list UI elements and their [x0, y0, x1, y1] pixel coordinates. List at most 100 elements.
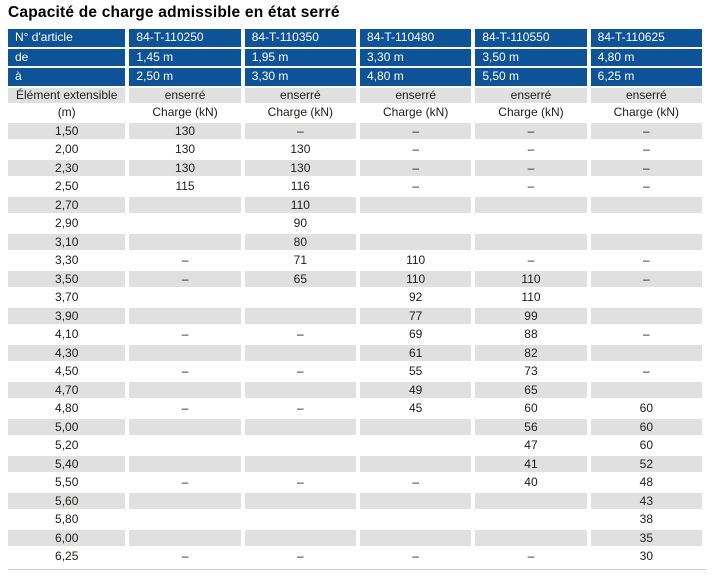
load-value-cell: 60 [639, 401, 653, 415]
load-value-cell: – [527, 142, 535, 156]
table-row: 4,30 61 82 [8, 344, 702, 361]
load-value-cell [475, 215, 586, 232]
table-row: 1,50 130– – – – [8, 122, 702, 139]
table-row: 5,80 38 [8, 511, 702, 528]
load-value-cell [590, 233, 702, 250]
load-value-cell [244, 455, 357, 472]
load-value-cell: – [475, 159, 587, 176]
units-header-row: (m) Charge (kN) Charge (kN) Charge (kN) … [8, 105, 702, 121]
range-to-cell: 5,50 m [475, 68, 587, 86]
load-value-cell [244, 381, 357, 398]
load-value-cell: – [297, 364, 304, 378]
table-row: 5,20 47 60 [8, 437, 702, 454]
load-value-cell [129, 307, 241, 324]
load-value-cell: 130 [129, 159, 241, 176]
load-value-cell: – [181, 549, 189, 563]
table-row: 2,00 130 130 – – – [8, 141, 702, 158]
load-value-cell: – [475, 122, 587, 139]
load-value-cell [129, 511, 240, 528]
element-length-cell: 3,30 [55, 253, 79, 267]
load-value-cell [360, 492, 472, 509]
load-value-cell: – [181, 364, 189, 378]
table-row: 4,50 – – 55 73 – [8, 363, 702, 380]
table-row: 6,25 – – – – 30 [8, 548, 702, 565]
load-value-cell: 130 [244, 159, 357, 176]
load-value-cell: – [412, 549, 420, 563]
element-length-cell: 4,70 [8, 381, 126, 398]
range-to-cell: 4,80 m [360, 68, 472, 86]
load-value-cell: 110 [406, 253, 426, 267]
load-value-cell: 88 [524, 327, 538, 341]
element-length-cell: 2,90 [55, 216, 79, 230]
element-length-cell: 1,50 [8, 122, 126, 139]
load-value-cell: 61 [360, 344, 472, 361]
load-value-cell [590, 344, 702, 361]
load-value-cell: – [590, 270, 702, 287]
load-value-cell: – [412, 475, 420, 489]
article-number-cell: 84-T-110550 [475, 29, 587, 47]
load-value-cell [245, 289, 356, 306]
load-value-cell [360, 196, 472, 213]
element-length-cell: 3,90 [8, 307, 126, 324]
range-from-cell: 1,45 m [129, 48, 241, 66]
load-value-cell [129, 418, 241, 435]
article-number-cell: 84-T-110625 [590, 29, 702, 47]
element-length-cell: 2,70 [8, 196, 126, 213]
range-to-cell: 2,50 m [129, 68, 241, 86]
load-value-cell [590, 196, 702, 213]
charge-header-cell: Charge (kN) [244, 105, 357, 121]
charge-header-cell: Charge (kN) [129, 105, 241, 121]
load-value-cell [475, 511, 586, 528]
load-value-cell: – [527, 253, 535, 267]
load-value-cell: – [181, 327, 189, 341]
load-value-cell [360, 455, 472, 472]
load-value-cell [129, 344, 241, 361]
load-value-cell: 60 [524, 401, 538, 415]
table-row: 4,10 – – 69 88 – [8, 326, 702, 343]
load-value-cell: 60 [590, 418, 702, 435]
load-value-cell: – [412, 142, 420, 156]
element-length-cell: 4,80 [55, 401, 79, 415]
article-number-cell: 84-T-110250 [129, 29, 241, 47]
load-value-cell: 130 [290, 142, 311, 156]
load-value-cell: – [360, 122, 472, 139]
load-value-cell: – [181, 401, 189, 415]
range-to-label: à [8, 68, 126, 86]
load-value-cell: – [297, 327, 304, 341]
load-value-cell [129, 492, 241, 509]
clamped-header-row: Élément extensible enserré enserré enser… [8, 87, 702, 103]
load-value-cell: 73 [524, 364, 538, 378]
element-length-cell: 3,10 [8, 233, 126, 250]
range-to-cell: 6,25 m [590, 68, 702, 86]
load-value-cell: – [412, 179, 420, 193]
table-row: 2,70 110 [8, 196, 702, 213]
load-value-cell: – [642, 179, 650, 193]
load-value-cell [244, 344, 357, 361]
load-value-cell: – [527, 549, 535, 563]
table-row: 2,90 90 [8, 215, 702, 232]
load-value-cell [360, 233, 472, 250]
load-value-cell [475, 196, 587, 213]
element-unit-label: (m) [8, 105, 126, 121]
load-value-cell [244, 529, 357, 546]
load-value-cell [129, 215, 240, 232]
load-value-cell [245, 511, 356, 528]
load-value-cell: – [360, 159, 472, 176]
range-from-cell: 3,50 m [475, 48, 587, 66]
load-value-cell: 65 [244, 270, 357, 287]
load-value-cell: – [590, 122, 702, 139]
table-row: 2,50 115 116 – – – [8, 178, 702, 195]
load-value-cell [475, 529, 587, 546]
element-length-cell: 4,30 [8, 344, 126, 361]
range-from-cell: 1,95 m [244, 48, 357, 66]
load-value-cell: – [642, 253, 650, 267]
load-value-cell: 110 [360, 270, 472, 287]
table-row: 6,00 35 [8, 529, 702, 546]
load-value-cell: 110 [475, 270, 587, 287]
element-length-cell: 5,50 [55, 475, 79, 489]
load-value-cell: 60 [639, 438, 653, 452]
range-to-cell: 3,30 m [244, 68, 357, 86]
element-length-cell: 6,00 [8, 529, 126, 546]
element-length-cell: 4,10 [55, 327, 79, 341]
